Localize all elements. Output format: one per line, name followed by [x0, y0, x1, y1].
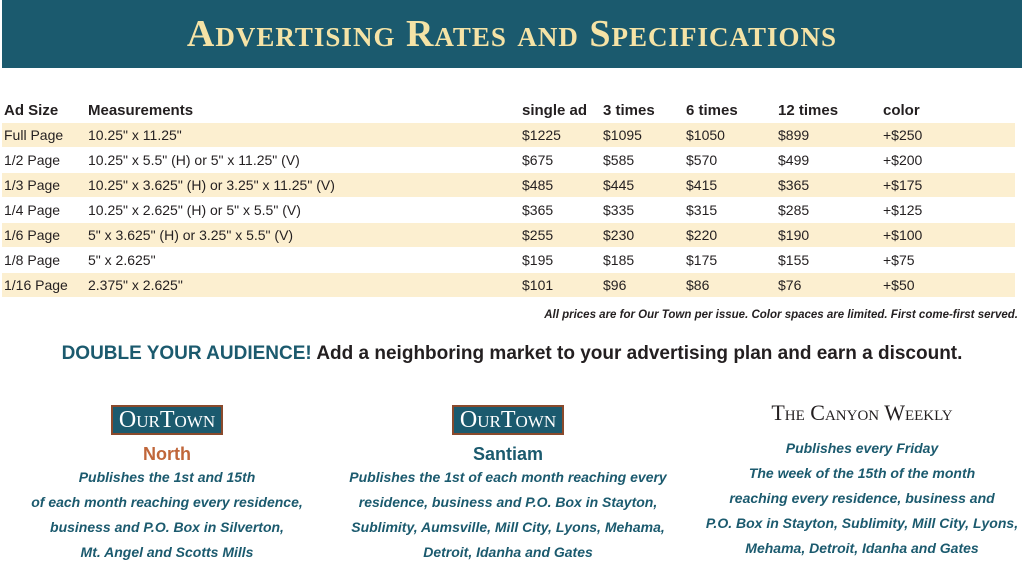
cell: $230 [603, 227, 635, 243]
cell: 5" x 2.625" [88, 252, 156, 268]
description-line: Mehama, Detroit, Idanha and Gates [745, 540, 979, 556]
paper: OurTown North Publishes the 1st and 15th of… [0, 400, 337, 571]
description-line: P.O. Box in Stayton, Sublimity, Mill Cit… [705, 515, 1019, 531]
column-header: Measurements [88, 102, 194, 119]
table-row: 1/8 Page 5" x 2.625" $195 $185 $175 $155 +$75 [2, 248, 1015, 272]
cell: $499 [778, 152, 810, 168]
cell: $285 [778, 202, 810, 218]
title: Advertising Rates and Specifications [186, 13, 838, 55]
cell: $365 [522, 202, 554, 218]
cell: $415 [686, 177, 718, 193]
cell: $1050 [686, 127, 725, 143]
cell: $445 [603, 177, 635, 193]
description-line: of each month reaching every residence, [31, 494, 303, 510]
edition: Santiam [472, 444, 544, 464]
footnote: All prices are for Our Town per issue. C… [544, 309, 1018, 321]
cell: $675 [522, 152, 554, 168]
cell: +$125 [883, 202, 923, 218]
header-bar: Advertising Rates and Specifications [2, 0, 1022, 68]
cell: $570 [686, 152, 718, 168]
cell: $1095 [603, 127, 642, 143]
description-line: The week of the 15th of the month [748, 465, 976, 481]
cell: $365 [778, 177, 810, 193]
cell: 10.25" x 11.25" [88, 127, 182, 143]
promo-text: Add a neighboring market to your adverti… [311, 343, 963, 364]
cell: 2.375" x 2.625" [88, 277, 183, 293]
table-row: 1/3 Page 10.25" x 3.625" (H) or 3.25" x 1… [2, 173, 1015, 197]
cell: $101 [522, 277, 554, 293]
cell: 1/2 Page [4, 152, 61, 168]
cell: +$75 [883, 252, 915, 268]
table-row: 1/6 Page 5" x 3.625" (H) or 3.25" x 5.5" … [2, 223, 1015, 247]
table-row: Full Page 10.25" x 11.25" $1225 $1095 $1050 $… [2, 123, 1015, 147]
column-header: 6 times [686, 102, 738, 119]
description-line: Publishes every Friday [785, 440, 939, 456]
column-header: single ad [522, 102, 588, 119]
description-line: residence, business and P.O. Box in Stay… [358, 494, 658, 510]
cell: 1/4 Page [4, 202, 61, 218]
cell: +$200 [883, 152, 923, 168]
description-line: Mt. Angel and Scotts Mills [80, 544, 254, 560]
cell: 1/6 Page [4, 227, 61, 243]
description-line: Detroit, Idanha and Gates [423, 544, 593, 560]
logo: OurTown [451, 405, 565, 435]
description-line: Publishes the 1st of each month reaching… [349, 469, 667, 485]
cell: 1/3 Page [4, 177, 61, 193]
cell: $175 [686, 252, 718, 268]
cell: +$50 [883, 277, 915, 293]
cell: $899 [778, 127, 810, 143]
cell: 10.25" x 3.625" (H) or 3.25" x 11.25" (V… [88, 177, 335, 193]
column-header: 3 times [603, 102, 655, 119]
cell: 10.25" x 2.625" (H) or 5" x 5.5" (V) [88, 202, 301, 218]
cell: $96 [603, 277, 627, 293]
cell: $220 [686, 227, 718, 243]
cell: $185 [603, 252, 635, 268]
description-line: business and P.O. Box in Silverton, [50, 519, 284, 535]
cell: $76 [778, 277, 802, 293]
description-line: Sublimity, Aumsville, Mill City, Lyons, … [351, 519, 665, 535]
logo-wrap: OurTown [338, 405, 678, 435]
cell: $255 [522, 227, 554, 243]
logo: OurTown [110, 405, 224, 435]
logo-wrap: OurTown [0, 405, 337, 435]
cell: +$175 [883, 177, 923, 193]
column-header: 12 times [778, 102, 839, 119]
table-row: 1/4 Page 10.25" x 2.625" (H) or 5" x 5.5"… [2, 198, 1015, 222]
promo-lead: DOUBLE YOUR AUDIENCE! [61, 343, 312, 364]
cell: 1/16 Page [4, 277, 68, 293]
cell: Full Page [4, 127, 64, 143]
logo-wrap: The Canyon Weekly [692, 400, 1024, 426]
description-line: reaching every residence, business and [729, 490, 995, 506]
logo: The Canyon Weekly [771, 400, 953, 425]
cell: 10.25" x 5.5" (H) or 5" x 11.25" (V) [88, 152, 300, 168]
paper: OurTown Santiam Publishes the 1st of each … [338, 400, 678, 571]
table-row: 1/16 Page 2.375" x 2.625" $101 $96 $86 $76 +$5… [2, 273, 1015, 297]
cell: +$250 [883, 127, 923, 143]
cell: $155 [778, 252, 810, 268]
cell: +$100 [883, 227, 923, 243]
paper: The Canyon Weekly Publishes every Friday T… [692, 400, 1024, 571]
cell: $195 [522, 252, 554, 268]
cell: $86 [686, 277, 710, 293]
cell: $485 [522, 177, 554, 193]
cell: $335 [603, 202, 635, 218]
cell: $315 [686, 202, 718, 218]
cell: $1225 [522, 127, 561, 143]
description-line: Publishes the 1st and 15th [78, 469, 256, 485]
cell: $585 [603, 152, 635, 168]
column-header: color [883, 102, 920, 119]
cell: 5" x 3.625" (H) or 3.25" x 5.5" (V) [88, 227, 294, 243]
cell: $190 [778, 227, 810, 243]
column-header: Ad Size [4, 102, 59, 119]
edition: North [143, 444, 191, 464]
promo: DOUBLE YOUR AUDIENCE! Add a neighboring … [0, 343, 1024, 365]
cell: 1/8 Page [4, 252, 61, 268]
table-row: 1/2 Page 10.25" x 5.5" (H) or 5" x 11.25"… [2, 148, 1015, 172]
